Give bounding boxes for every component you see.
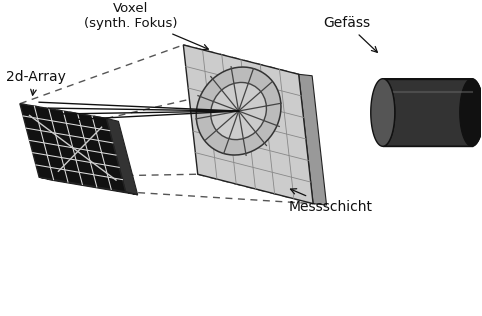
Polygon shape <box>383 79 482 146</box>
Text: Gefäss: Gefäss <box>323 16 377 52</box>
Polygon shape <box>107 118 138 195</box>
Polygon shape <box>20 104 126 192</box>
Polygon shape <box>183 45 313 204</box>
Ellipse shape <box>211 82 267 140</box>
Polygon shape <box>371 79 395 146</box>
Text: 2d-Array: 2d-Array <box>5 70 66 95</box>
Polygon shape <box>39 177 138 195</box>
Text: Voxel
(synth. Fokus): Voxel (synth. Fokus) <box>84 2 208 50</box>
Polygon shape <box>299 74 326 205</box>
Text: Messschicht: Messschicht <box>289 189 373 214</box>
Ellipse shape <box>196 67 281 155</box>
Polygon shape <box>460 79 482 146</box>
